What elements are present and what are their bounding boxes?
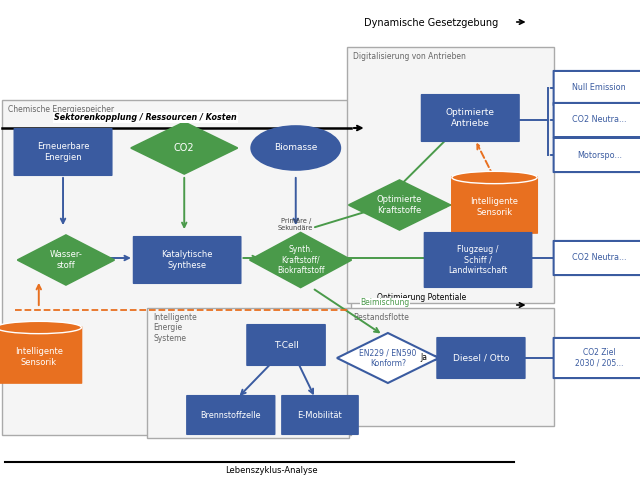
Ellipse shape: [452, 171, 537, 184]
Text: Sektorenkopplung / Ressourcen / Kosten: Sektorenkopplung / Ressourcen / Kosten: [54, 113, 237, 122]
Text: Digitalisierung von Antrieben: Digitalisierung von Antrieben: [353, 52, 466, 61]
Text: Beimischung: Beimischung: [361, 298, 410, 307]
Text: Motorspo...: Motorspo...: [577, 151, 621, 159]
Text: Biomasse: Biomasse: [274, 144, 317, 153]
FancyBboxPatch shape: [422, 95, 519, 141]
FancyBboxPatch shape: [437, 338, 525, 378]
FancyBboxPatch shape: [2, 100, 351, 435]
FancyBboxPatch shape: [554, 103, 640, 137]
Text: Optimierte
Kraftstoffe: Optimierte Kraftstoffe: [377, 195, 422, 215]
Text: Katalytische
Synthese: Katalytische Synthese: [161, 250, 213, 270]
Text: Chemische Energiespeicher: Chemische Energiespeicher: [8, 105, 114, 114]
Text: CO2: CO2: [174, 143, 195, 153]
FancyBboxPatch shape: [187, 396, 275, 434]
Text: T-Cell: T-Cell: [274, 340, 298, 349]
Text: Intelligente
Sensorik: Intelligente Sensorik: [470, 197, 518, 216]
Text: Erneuerbare
Energien: Erneuerbare Energien: [36, 142, 89, 162]
Text: CO2 Neutra...: CO2 Neutra...: [572, 116, 627, 124]
Polygon shape: [349, 180, 451, 230]
FancyBboxPatch shape: [247, 325, 325, 365]
Polygon shape: [131, 122, 237, 174]
Text: Optimierung Potentiale: Optimierung Potentiale: [377, 293, 467, 302]
FancyBboxPatch shape: [554, 138, 640, 172]
FancyBboxPatch shape: [282, 396, 358, 434]
FancyBboxPatch shape: [554, 241, 640, 275]
Text: Null Emission: Null Emission: [572, 84, 626, 93]
Text: Bestandsflotte: Bestandsflotte: [353, 313, 409, 322]
Text: Brennstoffzelle: Brennstoffzelle: [200, 410, 261, 420]
Text: CO2 Neutra...: CO2 Neutra...: [572, 253, 627, 263]
Text: Lebenszyklus-Analyse: Lebenszyklus-Analyse: [225, 466, 318, 475]
Text: Dynamische Gesetzgebung: Dynamische Gesetzgebung: [364, 18, 499, 28]
Text: Intelligente
Sensorik: Intelligente Sensorik: [15, 348, 63, 367]
Text: Wasser-
stoff: Wasser- stoff: [49, 250, 83, 270]
Text: Flugzeug /
Schiff /
Landwirtschaft: Flugzeug / Schiff / Landwirtschaft: [449, 245, 508, 275]
Polygon shape: [337, 333, 439, 383]
Text: Primäre /
Sekundäre: Primäre / Sekundäre: [278, 218, 314, 231]
Polygon shape: [17, 235, 115, 285]
FancyBboxPatch shape: [425, 233, 531, 287]
Text: Optimierte
Antriebe: Optimierte Antriebe: [446, 108, 495, 128]
FancyBboxPatch shape: [147, 308, 349, 438]
FancyBboxPatch shape: [347, 47, 554, 303]
Ellipse shape: [0, 321, 81, 334]
FancyBboxPatch shape: [15, 129, 111, 175]
FancyBboxPatch shape: [0, 327, 81, 383]
Text: Ja: Ja: [421, 353, 428, 362]
FancyBboxPatch shape: [347, 308, 554, 426]
Ellipse shape: [251, 126, 340, 170]
Polygon shape: [250, 232, 351, 288]
Text: Synth.
Kraftstoff/
Biokraftstoff: Synth. Kraftstoff/ Biokraftstoff: [277, 245, 324, 275]
FancyBboxPatch shape: [452, 177, 537, 233]
FancyBboxPatch shape: [554, 71, 640, 105]
FancyBboxPatch shape: [134, 237, 241, 283]
Text: Diesel / Otto: Diesel / Otto: [452, 353, 509, 362]
Text: CO2 Ziel
2030 / 205...: CO2 Ziel 2030 / 205...: [575, 348, 623, 368]
Text: EN229 / EN590
Konform?: EN229 / EN590 Konform?: [359, 348, 417, 368]
FancyBboxPatch shape: [554, 338, 640, 378]
Text: E-Mobilität: E-Mobilität: [298, 410, 342, 420]
Text: Intelligente
Energie
Systeme: Intelligente Energie Systeme: [153, 313, 197, 343]
